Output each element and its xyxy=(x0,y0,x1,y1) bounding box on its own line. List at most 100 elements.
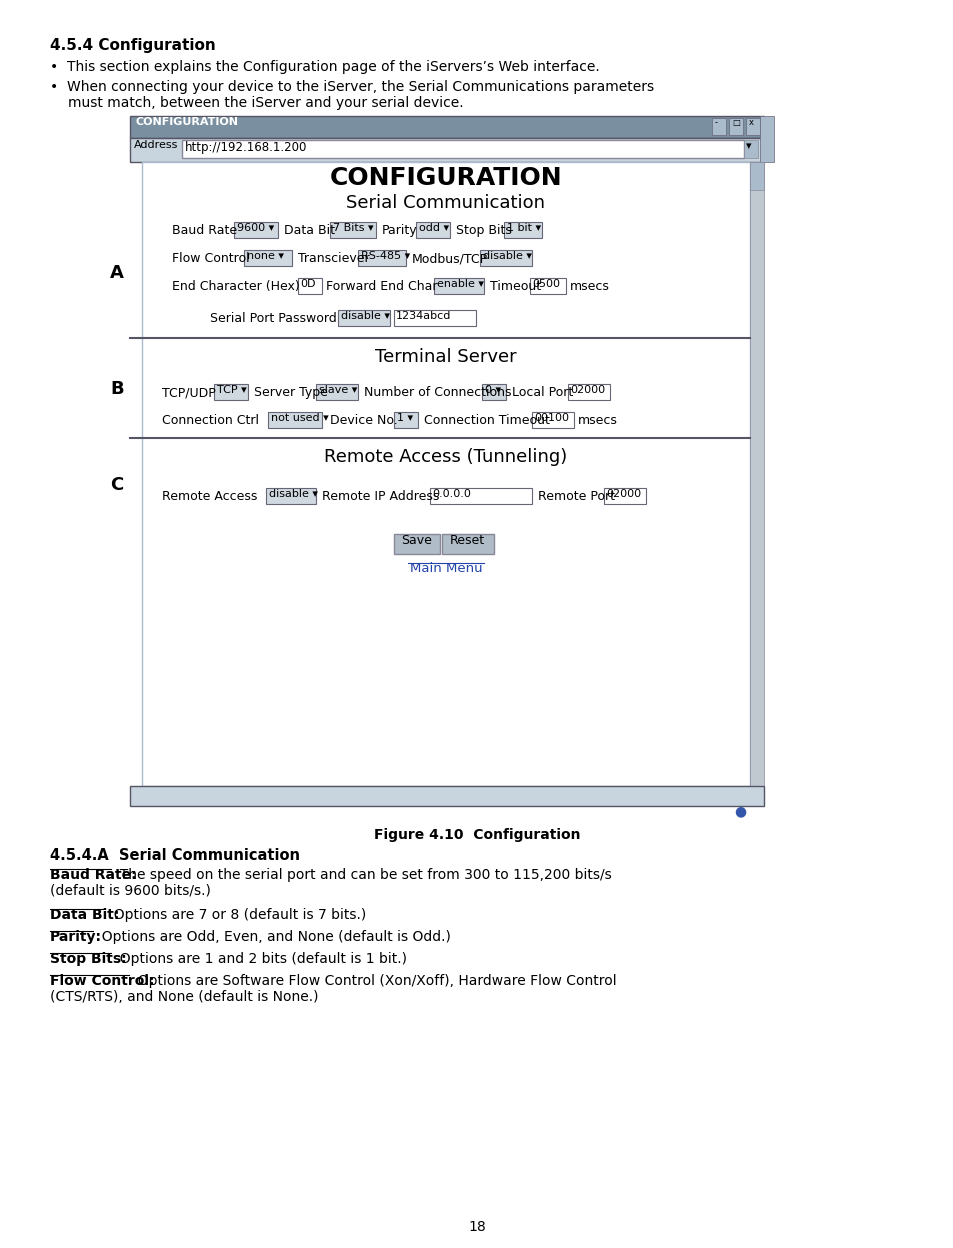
FancyBboxPatch shape xyxy=(603,488,645,504)
Text: Main Menu: Main Menu xyxy=(409,562,482,575)
Text: disable ▾: disable ▾ xyxy=(269,489,317,499)
Text: 02000: 02000 xyxy=(569,384,604,396)
Text: Parity: Parity xyxy=(381,223,417,237)
FancyBboxPatch shape xyxy=(244,250,292,266)
FancyBboxPatch shape xyxy=(268,412,322,428)
Text: not used ▾: not used ▾ xyxy=(271,413,329,423)
FancyBboxPatch shape xyxy=(394,310,476,326)
Text: Save: Save xyxy=(400,534,432,547)
Text: Remote Access: Remote Access xyxy=(162,490,257,503)
Text: Address: Address xyxy=(133,140,178,150)
Text: 0D: 0D xyxy=(299,280,315,290)
Text: http://192.168.1.200: http://192.168.1.200 xyxy=(185,141,307,154)
Text: 1 bit ▾: 1 bit ▾ xyxy=(506,223,540,233)
FancyBboxPatch shape xyxy=(315,384,357,401)
Text: Terminal Server: Terminal Server xyxy=(375,348,517,366)
FancyBboxPatch shape xyxy=(567,384,609,401)
FancyBboxPatch shape xyxy=(430,488,532,504)
FancyBboxPatch shape xyxy=(337,310,390,326)
FancyBboxPatch shape xyxy=(749,162,763,190)
FancyBboxPatch shape xyxy=(357,250,406,266)
Text: The speed on the serial port and can be set from 300 to 115,200 bits/s: The speed on the serial port and can be … xyxy=(111,869,611,882)
Text: 18: 18 xyxy=(468,1221,485,1234)
Text: (CTS/RTS), and None (default is None.): (CTS/RTS), and None (default is None.) xyxy=(50,990,318,1003)
Text: Local Port: Local Port xyxy=(512,386,573,399)
Text: □: □ xyxy=(731,119,740,127)
Text: Stop Bits: Stop Bits xyxy=(456,223,512,237)
Text: 00100: 00100 xyxy=(534,413,568,423)
Text: disable ▾: disable ▾ xyxy=(340,311,390,321)
FancyBboxPatch shape xyxy=(233,222,277,238)
FancyBboxPatch shape xyxy=(130,786,763,806)
Text: Serial Port Password: Serial Port Password xyxy=(210,312,336,324)
Text: Number of Connections: Number of Connections xyxy=(364,386,511,399)
FancyBboxPatch shape xyxy=(416,222,450,238)
Text: CONFIGURATION: CONFIGURATION xyxy=(136,117,239,127)
Text: Connection Ctrl: Connection Ctrl xyxy=(162,414,258,427)
FancyBboxPatch shape xyxy=(743,140,758,158)
Text: 1 ▾: 1 ▾ xyxy=(396,413,413,423)
Text: Remote Access (Tunneling): Remote Access (Tunneling) xyxy=(324,448,567,466)
Text: Transciever: Transciever xyxy=(297,252,369,265)
Text: Remote Port: Remote Port xyxy=(537,490,615,503)
Text: Options are 1 and 2 bits (default is 1 bit.): Options are 1 and 2 bits (default is 1 b… xyxy=(111,952,407,966)
FancyBboxPatch shape xyxy=(213,384,248,401)
Text: 02000: 02000 xyxy=(605,489,640,499)
Text: •  This section explains the Configuration page of the iServers’s Web interface.: • This section explains the Configuratio… xyxy=(50,60,599,74)
Text: 1234abcd: 1234abcd xyxy=(395,311,451,321)
Text: CONFIGURATION: CONFIGURATION xyxy=(330,166,561,190)
Text: Device No.: Device No. xyxy=(330,414,397,427)
FancyBboxPatch shape xyxy=(266,488,315,504)
Text: enable ▾: enable ▾ xyxy=(436,280,483,290)
Text: TCP/UDP: TCP/UDP xyxy=(162,386,215,399)
Text: Remote IP Address: Remote IP Address xyxy=(322,490,439,503)
Text: slave ▾: slave ▾ xyxy=(318,384,357,396)
FancyBboxPatch shape xyxy=(434,278,483,295)
Text: must match, between the iServer and your serial device.: must match, between the iServer and your… xyxy=(68,96,463,110)
Text: Data Bit: Data Bit xyxy=(284,223,335,237)
Text: Server Type: Server Type xyxy=(253,386,328,399)
Text: 4.5.4 Configuration: 4.5.4 Configuration xyxy=(50,37,215,52)
FancyBboxPatch shape xyxy=(503,222,541,238)
FancyBboxPatch shape xyxy=(142,162,749,786)
Text: 0500: 0500 xyxy=(532,280,559,290)
FancyBboxPatch shape xyxy=(182,140,743,158)
Text: Forward End Char: Forward End Char xyxy=(326,280,437,293)
FancyBboxPatch shape xyxy=(760,116,773,162)
Text: msecs: msecs xyxy=(578,414,618,427)
Text: B: B xyxy=(110,379,124,398)
Text: 4.5.4.A  Serial Communication: 4.5.4.A Serial Communication xyxy=(50,847,299,864)
Text: Options are 7 or 8 (default is 7 bits.): Options are 7 or 8 (default is 7 bits.) xyxy=(105,909,366,922)
Text: 0.0.0.0: 0.0.0.0 xyxy=(432,489,471,499)
Text: 9600 ▾: 9600 ▾ xyxy=(236,223,274,233)
FancyBboxPatch shape xyxy=(481,384,505,401)
Text: odd ▾: odd ▾ xyxy=(418,223,449,233)
Text: Reset: Reset xyxy=(450,534,485,547)
Text: none ▾: none ▾ xyxy=(247,251,284,261)
FancyBboxPatch shape xyxy=(530,278,565,295)
Text: Flow Control: Flow Control xyxy=(172,252,250,265)
FancyBboxPatch shape xyxy=(728,119,742,135)
Text: 0 ▾: 0 ▾ xyxy=(484,384,500,396)
Text: Options are Odd, Even, and None (default is Odd.): Options are Odd, Even, and None (default… xyxy=(92,930,450,943)
Text: ●: ● xyxy=(733,804,745,817)
Text: TCP ▾: TCP ▾ xyxy=(216,384,247,396)
FancyBboxPatch shape xyxy=(749,162,763,786)
Text: Baud Rate: Baud Rate xyxy=(172,223,237,237)
Text: x: x xyxy=(748,119,753,127)
FancyBboxPatch shape xyxy=(130,116,763,139)
FancyBboxPatch shape xyxy=(532,412,574,428)
Text: 7 Bits ▾: 7 Bits ▾ xyxy=(333,223,374,233)
Text: Connection Timeout: Connection Timeout xyxy=(423,414,549,427)
Text: (default is 9600 bits/s.): (default is 9600 bits/s.) xyxy=(50,884,211,899)
Text: Serial Communication: Serial Communication xyxy=(346,193,545,212)
Text: Timeout: Timeout xyxy=(490,280,540,293)
FancyBboxPatch shape xyxy=(130,139,763,162)
FancyBboxPatch shape xyxy=(711,119,725,135)
Text: Modbus/TCP: Modbus/TCP xyxy=(412,252,488,265)
FancyBboxPatch shape xyxy=(394,412,417,428)
FancyBboxPatch shape xyxy=(745,119,760,135)
Text: Parity:: Parity: xyxy=(50,930,102,943)
Text: ▾: ▾ xyxy=(745,141,751,151)
Text: C: C xyxy=(110,475,123,494)
